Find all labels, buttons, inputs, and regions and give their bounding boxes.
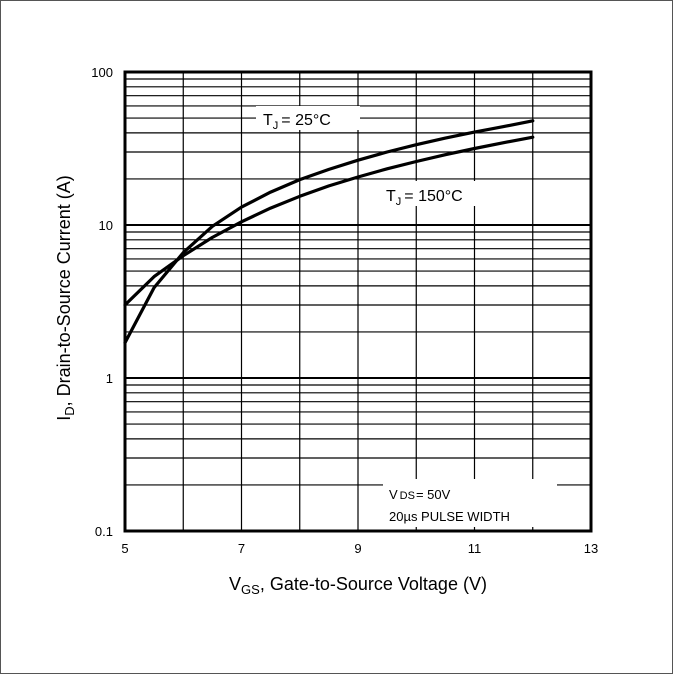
x-tick-label: 9 (354, 541, 361, 556)
y-tick-label: 1 (106, 371, 113, 386)
x-axis-label: VGS, Gate-to-Source Voltage (V) (229, 574, 487, 597)
x-tick-label: 5 (121, 541, 128, 556)
y-tick-label: 0.1 (95, 524, 113, 539)
conditions-line2: 20µs PULSE WIDTH (389, 509, 510, 524)
y-tick-label: 100 (91, 65, 113, 80)
y-tick-label: 10 (99, 218, 113, 233)
x-tick-label: 13 (584, 541, 598, 556)
x-tick-label: 7 (238, 541, 245, 556)
y-axis-label: ID, Drain-to-Source Current (A) (54, 175, 77, 420)
series-curve-1 (125, 137, 533, 305)
x-tick-label: 11 (468, 541, 482, 556)
